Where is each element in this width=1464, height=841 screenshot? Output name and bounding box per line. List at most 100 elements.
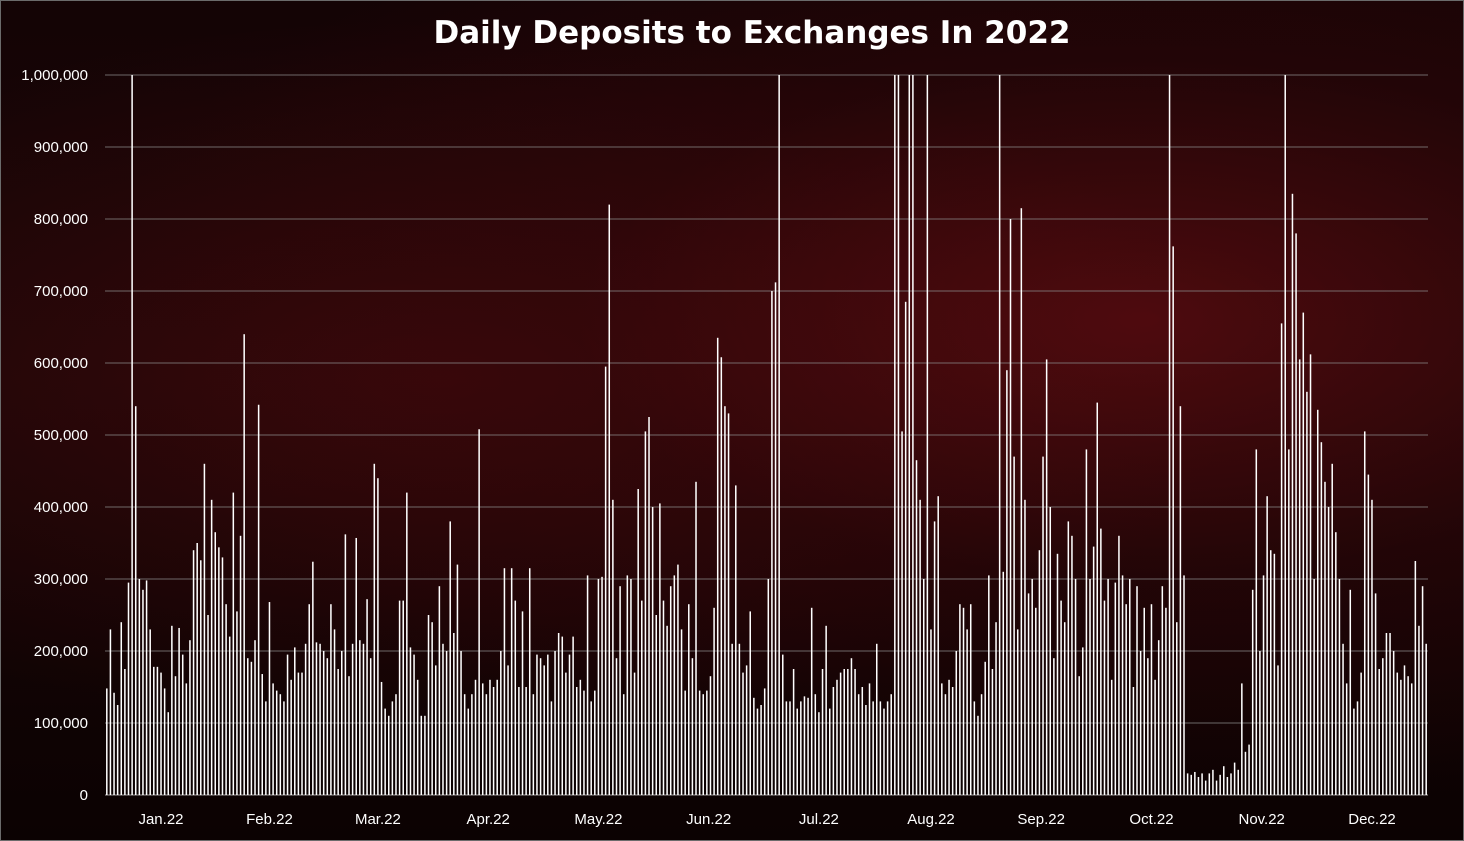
bar <box>1114 582 1117 795</box>
bar <box>1042 456 1044 795</box>
y-tick-label: 600,000 <box>34 355 88 372</box>
bar <box>391 701 394 795</box>
bar <box>463 694 466 795</box>
bar <box>304 643 307 795</box>
bar <box>879 701 882 795</box>
bar <box>221 557 224 795</box>
bar <box>821 669 824 795</box>
bar <box>359 640 361 795</box>
x-tick-label: Apr.22 <box>467 811 510 828</box>
bar <box>735 485 737 795</box>
bar <box>1425 643 1427 795</box>
bar <box>944 694 947 795</box>
bar <box>1316 409 1319 795</box>
bar <box>424 715 426 795</box>
bar <box>1085 449 1088 795</box>
bar <box>518 687 520 795</box>
bar <box>467 708 470 795</box>
y-tick-label: 900,000 <box>34 139 88 156</box>
bar <box>344 534 347 795</box>
bar <box>207 615 209 795</box>
bar <box>1378 669 1380 795</box>
bar <box>153 666 155 795</box>
bar <box>857 694 860 795</box>
bar <box>1363 431 1366 795</box>
bar <box>1154 679 1156 795</box>
bar <box>218 547 220 795</box>
bar <box>763 688 766 795</box>
bar <box>1302 312 1305 795</box>
x-tick-label: Mar.22 <box>355 811 401 828</box>
bar <box>568 654 571 795</box>
bar <box>1150 604 1153 795</box>
bar <box>1389 633 1391 795</box>
bar <box>402 600 404 795</box>
bar <box>1194 771 1196 795</box>
bar <box>145 580 148 795</box>
bar <box>644 431 647 795</box>
bar <box>257 404 260 795</box>
y-tick-label: 500,000 <box>34 427 88 444</box>
bar <box>1165 607 1167 795</box>
bar <box>106 688 108 795</box>
bar <box>1053 658 1055 795</box>
bar <box>648 417 650 795</box>
bar <box>561 636 564 795</box>
bar <box>680 629 683 795</box>
bar <box>1374 593 1377 795</box>
bar <box>1078 676 1080 795</box>
bar <box>991 669 994 795</box>
bar <box>388 715 390 795</box>
bar <box>890 694 892 795</box>
bar <box>691 658 694 795</box>
bar <box>348 676 350 795</box>
bar <box>1107 579 1109 795</box>
bar <box>1273 553 1276 795</box>
bar <box>590 701 592 795</box>
bar <box>792 669 795 795</box>
bar <box>1186 773 1189 795</box>
bar <box>854 669 856 795</box>
bar <box>225 604 227 795</box>
bar <box>894 75 896 795</box>
bar <box>583 690 585 795</box>
bar <box>1006 370 1008 795</box>
bar <box>189 640 191 795</box>
bar <box>1418 625 1420 795</box>
bar <box>1063 622 1066 795</box>
bar <box>163 688 166 795</box>
bar <box>1266 496 1268 795</box>
bar <box>998 75 1001 795</box>
bar <box>1331 463 1333 795</box>
bar <box>232 492 235 795</box>
bar <box>789 701 791 795</box>
bar <box>955 651 958 795</box>
bar <box>261 674 263 795</box>
bar <box>283 701 285 795</box>
bar <box>528 568 531 795</box>
bar <box>308 604 310 795</box>
bar <box>1313 579 1315 795</box>
bar <box>861 687 864 795</box>
bar <box>456 564 459 795</box>
bar <box>1320 442 1323 795</box>
bar <box>557 633 560 795</box>
bar <box>872 701 874 795</box>
bar <box>615 658 618 795</box>
bar <box>800 701 802 795</box>
bar <box>496 679 498 795</box>
bar <box>543 665 545 795</box>
bar <box>131 75 133 795</box>
bar <box>406 492 408 795</box>
bar <box>416 679 419 795</box>
bar <box>398 600 401 795</box>
bar <box>326 658 329 795</box>
bar <box>1226 777 1229 795</box>
bar <box>572 636 574 795</box>
bar <box>771 291 773 795</box>
bar <box>604 366 607 795</box>
bar <box>688 604 690 795</box>
bar <box>1031 579 1033 795</box>
bar <box>594 690 596 795</box>
y-tick-label: 400,000 <box>34 499 88 516</box>
